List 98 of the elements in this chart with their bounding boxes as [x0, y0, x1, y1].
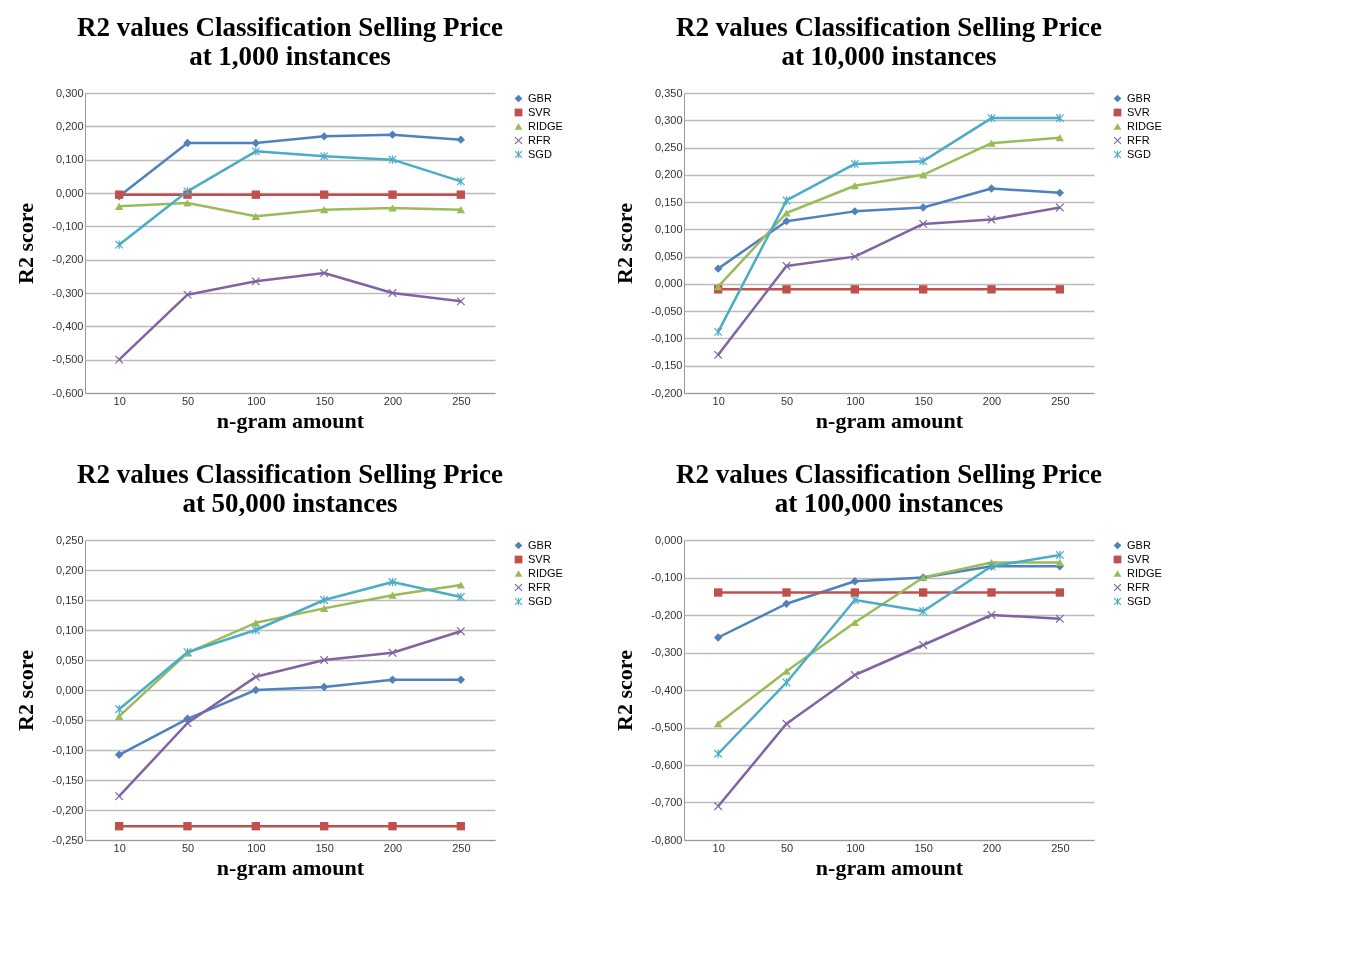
- x-tick-label: 250: [452, 394, 471, 407]
- x-tick-label: 150: [315, 841, 334, 854]
- y-tick-label: -0,100: [651, 331, 683, 344]
- x-tick-label: 100: [846, 841, 865, 854]
- y-tick-label: 0,200: [55, 563, 84, 576]
- legend-label: SGD: [528, 594, 552, 607]
- x-tick-label: 250: [1051, 394, 1070, 407]
- y-tick-label: -0,700: [651, 796, 683, 808]
- y-tick-label: -0,400: [651, 683, 683, 696]
- y-tick-label: -0,150: [52, 773, 84, 786]
- legend-label: SGD: [1127, 594, 1151, 607]
- x-axis-title: n-gram amount: [216, 854, 365, 880]
- y-tick-label: 0,250: [654, 141, 683, 154]
- legend-label: GBR: [1127, 91, 1151, 104]
- legend-label: SVR: [528, 552, 551, 565]
- x-tick-label: 200: [383, 394, 403, 407]
- y-tick-label: -0,400: [52, 319, 84, 332]
- x-tick-label: 50: [780, 394, 794, 407]
- x-tick-label: 250: [1051, 841, 1070, 854]
- y-tick-label: -0,500: [651, 721, 683, 733]
- x-tick-label: 100: [846, 394, 865, 407]
- x-tick-label: 100: [247, 841, 266, 854]
- x-tick-label: 150: [315, 394, 334, 407]
- x-tick-label: 150: [914, 841, 933, 854]
- y-tick-label: -0,600: [651, 758, 683, 771]
- legend-label: GBR: [528, 538, 552, 551]
- y-tick-label: 0,150: [55, 593, 84, 606]
- y-tick-label: -0,100: [651, 571, 683, 583]
- x-axis-title: n-gram amount: [815, 854, 964, 880]
- chart-title: R2 values Classification Selling Price at 100,000 instances: [676, 459, 1102, 518]
- y-tick-label: -0,200: [651, 608, 683, 621]
- y-axis-title: R2 score: [13, 649, 39, 731]
- y-tick-label: 0,000: [55, 186, 84, 199]
- x-tick-label: 50: [780, 841, 794, 854]
- legend-label: RIDGE: [528, 566, 563, 579]
- y-axis-title: R2 score: [13, 202, 39, 284]
- legend-label: RFR: [1127, 133, 1150, 146]
- x-axis-title: n-gram amount: [216, 407, 365, 433]
- x-tick-label: 200: [982, 394, 1002, 407]
- x-tick-label: 10: [712, 394, 725, 407]
- y-tick-label: 0,350: [654, 86, 683, 99]
- x-tick-label: 250: [452, 841, 471, 854]
- y-tick-label: -0,050: [52, 713, 84, 726]
- y-tick-label: -0,250: [52, 833, 84, 846]
- y-tick-label: -0,200: [52, 803, 84, 816]
- legend-label: RIDGE: [528, 119, 563, 132]
- y-tick-label: 0,200: [55, 119, 84, 132]
- chart-title: R2 values Classification Selling Price at 50,000 instances: [77, 459, 503, 518]
- y-tick-label: 0,300: [55, 86, 84, 99]
- legend-label: RFR: [528, 580, 551, 593]
- y-tick-label: 0,150: [654, 195, 683, 208]
- x-tick-label: 200: [383, 841, 403, 854]
- legend-label: SGD: [1127, 147, 1151, 160]
- y-tick-label: 0,300: [654, 113, 683, 126]
- y-tick-label: 0,100: [654, 222, 683, 235]
- legend-label: SVR: [1127, 105, 1150, 118]
- legend-label: RFR: [1127, 580, 1150, 593]
- y-tick-label: -0,150: [651, 359, 683, 372]
- x-tick-label: 50: [181, 394, 195, 407]
- legend-label: SVR: [1127, 552, 1150, 565]
- y-tick-label: 0,000: [654, 277, 683, 290]
- y-axis-title: R2 score: [612, 202, 638, 284]
- legend-label: RIDGE: [1127, 566, 1162, 579]
- legend-label: SGD: [528, 147, 552, 160]
- legend-label: RIDGE: [1127, 119, 1162, 132]
- chart-title: R2 values Classification Selling Price at 1,000 instances: [77, 12, 503, 71]
- y-tick-label: 0,000: [654, 533, 683, 546]
- y-tick-label: 0,050: [654, 250, 683, 263]
- y-tick-label: -0,300: [651, 646, 683, 658]
- legend-label: GBR: [528, 91, 552, 104]
- x-tick-label: 200: [982, 841, 1002, 854]
- x-tick-label: 100: [247, 394, 266, 407]
- y-axis-title: R2 score: [612, 649, 638, 731]
- chart-title: R2 values Classification Selling Price at 10,000 instances: [676, 12, 1102, 71]
- y-tick-label: -0,300: [52, 286, 84, 299]
- y-tick-label: -0,600: [52, 386, 84, 399]
- y-tick-label: 0,050: [55, 653, 84, 666]
- y-tick-label: 0,000: [55, 683, 84, 696]
- x-tick-label: 10: [113, 394, 126, 407]
- y-tick-label: -0,500: [52, 353, 84, 366]
- y-tick-label: 0,250: [55, 533, 84, 546]
- legend-label: SVR: [528, 105, 551, 118]
- y-tick-label: -0,200: [52, 253, 84, 266]
- legend-label: RFR: [528, 133, 551, 146]
- y-tick-label: 0,100: [55, 153, 84, 166]
- y-tick-label: -0,050: [651, 304, 683, 317]
- x-tick-label: 10: [712, 841, 725, 854]
- x-tick-label: 50: [181, 841, 195, 854]
- y-tick-label: -0,100: [52, 743, 84, 756]
- y-tick-label: -0,800: [651, 833, 683, 846]
- y-tick-label: -0,200: [651, 386, 683, 399]
- legend-label: GBR: [1127, 538, 1151, 551]
- y-tick-label: 0,200: [654, 168, 683, 181]
- x-axis-title: n-gram amount: [815, 407, 964, 433]
- x-tick-label: 10: [113, 841, 126, 854]
- y-tick-label: -0,100: [52, 219, 84, 232]
- y-tick-label: 0,100: [55, 623, 84, 636]
- x-tick-label: 150: [914, 394, 933, 407]
